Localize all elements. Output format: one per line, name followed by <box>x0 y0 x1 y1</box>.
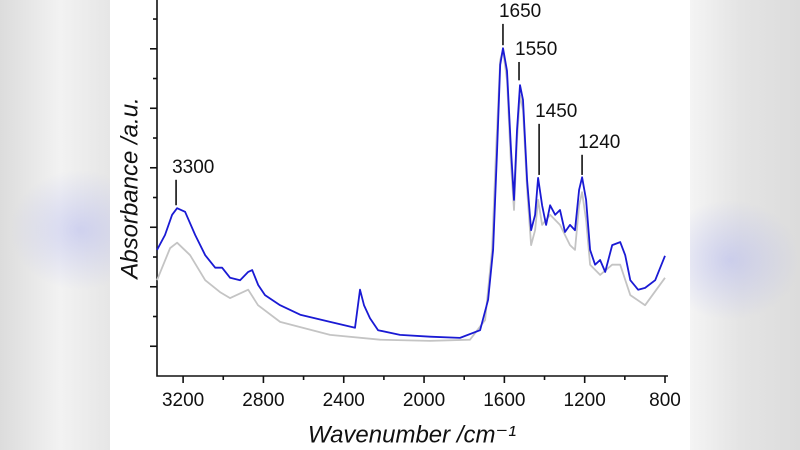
annotation-label: 1550 <box>515 39 557 60</box>
spectrum-line <box>156 49 666 342</box>
x-tick-label: 2400 <box>323 390 365 411</box>
x-tick-label: 1600 <box>483 390 525 411</box>
x-tick-label: 3200 <box>162 390 204 411</box>
annotation-label: 1650 <box>499 1 541 22</box>
axes <box>156 0 668 377</box>
y-axis-label: Absorbance /a.u. <box>116 97 143 280</box>
spectrum-line <box>156 47 666 339</box>
x-tick-label: 2000 <box>403 390 445 411</box>
annotation-label: 1450 <box>535 101 577 122</box>
x-tick-label: 2800 <box>242 390 284 411</box>
annotation-label: 3300 <box>172 157 214 178</box>
panel <box>110 0 690 450</box>
x-tick-label: 1200 <box>564 390 606 411</box>
x-axis-label: Wavenumber /cm⁻¹ <box>308 421 516 448</box>
x-tick-label: 800 <box>649 390 681 411</box>
annotation-label: 1240 <box>578 132 620 153</box>
